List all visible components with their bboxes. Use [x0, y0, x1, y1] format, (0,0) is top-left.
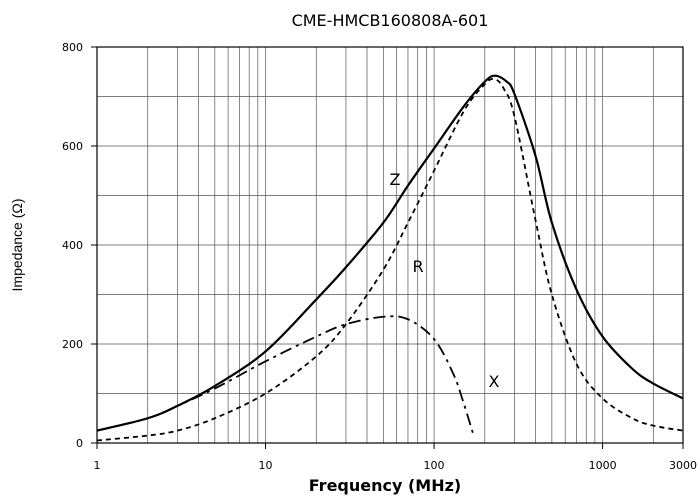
x-tick-label: 3000 [669, 459, 697, 472]
x-axis-ticks: 1 10 100 1000 3000 [94, 443, 698, 472]
y-axis-ticks: 0 200 400 600 800 [62, 41, 97, 450]
grid-lines [97, 47, 683, 443]
x-tick-label: 100 [424, 459, 445, 472]
x-axis-label: Frequency (MHz) [309, 476, 461, 495]
series-r-label: R [412, 257, 423, 276]
x-tick-label: 1000 [589, 459, 617, 472]
chart-title: CME-HMCB160808A-601 [292, 11, 489, 30]
y-axis-label: Impedance (Ω) [9, 199, 25, 292]
x-tick-label: 10 [259, 459, 273, 472]
series-x-label: X [489, 372, 500, 391]
y-tick-label: 400 [62, 239, 83, 252]
series-z-label: Z [390, 170, 401, 189]
y-tick-label: 600 [62, 140, 83, 153]
y-tick-label: 0 [76, 437, 83, 450]
y-tick-label: 800 [62, 41, 83, 54]
y-tick-label: 200 [62, 338, 83, 351]
x-tick-label: 1 [94, 459, 101, 472]
